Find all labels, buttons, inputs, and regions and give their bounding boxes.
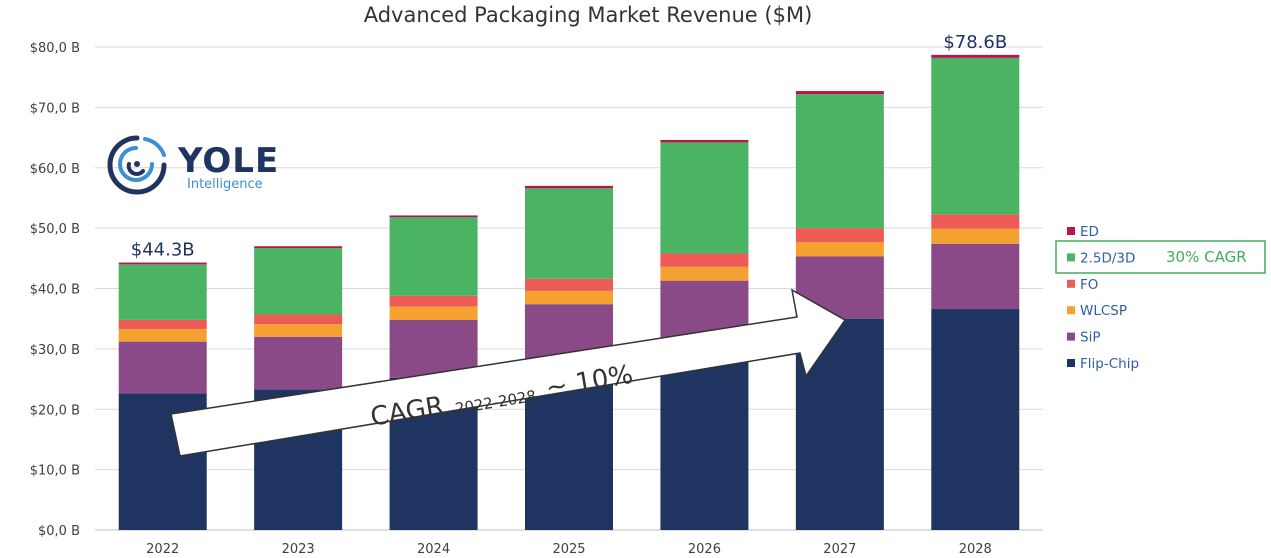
legend-label: 2.5D/3D — [1080, 250, 1135, 266]
bar-segment — [525, 290, 613, 305]
bar-segment — [118, 319, 207, 329]
yole-logo: YOLE Intelligence — [107, 135, 279, 195]
legend-label: Flip-Chip — [1080, 356, 1139, 372]
bar-segment — [660, 139, 749, 143]
y-tick-label: $80,0 B — [30, 41, 80, 56]
y-axis-ticks: $0,0 B $10,0 B $20,0 B $30,0 B $40,0 B $50,0 … — [30, 41, 80, 539]
bar-segment — [254, 336, 343, 390]
yole-logo-sub: Intelligence — [187, 177, 263, 192]
bar-segment — [525, 185, 613, 189]
x-axis-ticks: 2022 2023 2024 2025 2026 2027 2028 — [146, 542, 992, 557]
y-tick-label: $0,0 B — [38, 524, 80, 539]
y-tick-label: $10,0 B — [30, 464, 80, 479]
bar-segment — [525, 278, 613, 291]
x-tick-label: 2026 — [688, 542, 721, 557]
total-labels: $44.3B $78.6B — [131, 32, 1007, 261]
bar-segment — [118, 262, 207, 265]
bar-segment — [254, 324, 343, 337]
bar-segment — [254, 246, 343, 249]
bar-segment — [795, 242, 884, 257]
bar-segment — [795, 228, 884, 243]
bar-segment — [389, 295, 478, 307]
legend-highlight-note: 30% CAGR — [1166, 248, 1247, 266]
bar-segment — [389, 306, 478, 320]
legend-swatch — [1067, 253, 1075, 262]
legend-highlight-box — [1055, 240, 1266, 274]
bar-segment — [660, 266, 749, 281]
legend-swatch — [1067, 279, 1075, 288]
y-tick-label: $60,0 B — [30, 162, 80, 177]
bars — [118, 54, 1020, 530]
yole-logo-name: YOLE — [177, 141, 279, 181]
bar-segment — [931, 243, 1020, 310]
legend-label: WLCSP — [1080, 303, 1127, 319]
bar-segment — [931, 214, 1020, 229]
bar-segment — [525, 188, 613, 279]
total-label: $78.6B — [943, 32, 1007, 53]
legend-label: FO — [1080, 277, 1098, 293]
legend-label: ED — [1080, 224, 1099, 240]
y-tick-label: $20,0 B — [30, 403, 80, 418]
bar-segment — [118, 341, 207, 394]
bar-segment — [931, 228, 1020, 244]
x-tick-label: 2027 — [823, 542, 856, 557]
bar-segment — [254, 248, 343, 315]
bar-segment — [660, 253, 749, 267]
y-tick-label: $50,0 B — [30, 222, 80, 237]
x-tick-label: 2022 — [146, 542, 179, 557]
legend-swatch — [1067, 227, 1075, 235]
x-tick-label: 2028 — [959, 542, 992, 557]
y-tick-label: $30,0 B — [30, 343, 80, 358]
legend-swatch — [1067, 332, 1075, 341]
bar-segment — [795, 94, 884, 229]
x-tick-label: 2025 — [552, 542, 585, 557]
bar-segment — [118, 264, 207, 320]
bar-segment — [795, 91, 884, 95]
bar-segment — [389, 215, 478, 218]
total-label: $44.3B — [131, 240, 195, 261]
legend-swatch — [1067, 306, 1075, 315]
bar-segment — [660, 142, 749, 254]
bar-segment — [389, 217, 478, 296]
legend-swatch — [1067, 359, 1075, 367]
legend-label: SiP — [1080, 330, 1100, 346]
legend: ED 2.5D/3D FO WLCSP SiP Flip-Chip — [1067, 224, 1139, 372]
y-tick-label: $40,0 B — [30, 283, 80, 298]
x-tick-label: 2023 — [282, 542, 315, 557]
bar-segment — [931, 57, 1020, 215]
yole-logo-icon — [107, 135, 167, 195]
y-tick-label: $70,0 B — [30, 101, 80, 116]
x-tick-label: 2024 — [417, 542, 450, 557]
bar-segment — [254, 314, 343, 325]
bar-segment — [118, 328, 207, 342]
cagr-arrow-shape — [170, 288, 847, 457]
bar-segment — [931, 309, 1020, 530]
chart-title: Advanced Packaging Market Revenue ($M) — [364, 3, 813, 27]
bar-segment — [931, 54, 1020, 58]
